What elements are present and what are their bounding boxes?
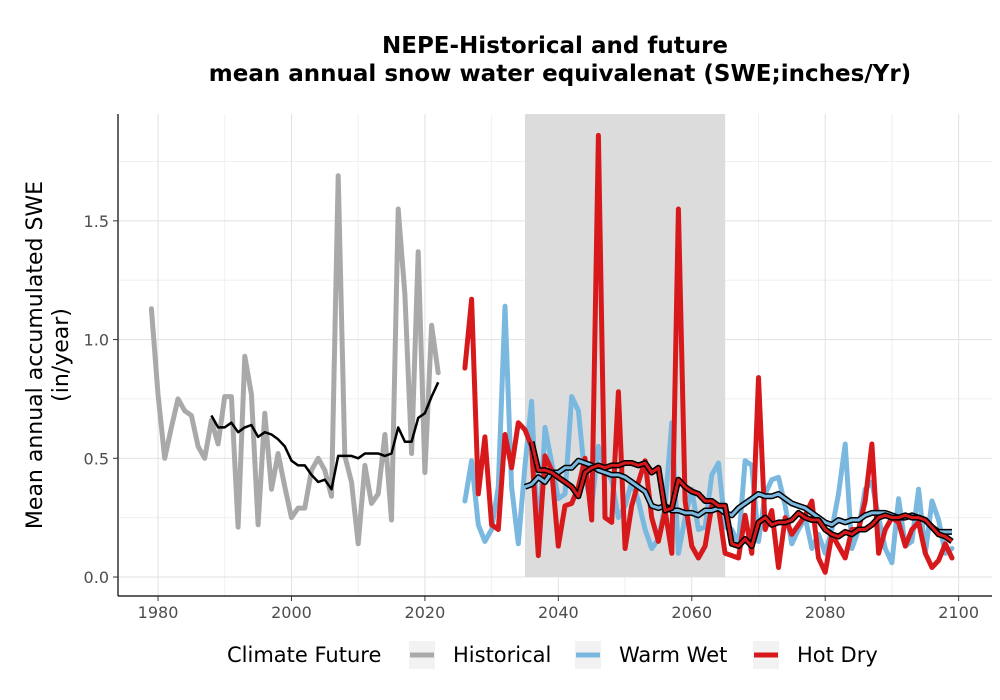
y-tick-label: 1.5	[84, 212, 109, 231]
chart-title-line-1: NEPE-Historical and future	[382, 33, 728, 59]
x-tick-label: 2040	[538, 603, 579, 622]
y-axis-label-line-2: (in/year)	[49, 308, 74, 402]
x-tick-label: 2000	[271, 603, 312, 622]
legend: Climate Future Historical Warm Wet Hot Dry	[227, 641, 878, 669]
x-tick-label: 1980	[138, 603, 179, 622]
x-tick-label: 2080	[805, 603, 846, 622]
smoothed-line-0	[210, 381, 440, 491]
series-line-0	[148, 173, 441, 547]
legend-title: Climate Future	[227, 643, 381, 667]
y-tick-label: 0.5	[84, 449, 109, 468]
x-tick-label: 2060	[671, 603, 712, 622]
legend-label-2: Hot Dry	[797, 643, 878, 667]
chart-title-line-2: mean annual snow water equivalenat (SWE;…	[209, 61, 911, 87]
x-tick-label: 2020	[405, 603, 446, 622]
smoothed-line-2	[530, 441, 953, 548]
y-tick-label: 0.0	[84, 568, 109, 587]
legend-label-1: Warm Wet	[619, 643, 727, 667]
y-tick-label: 1.0	[84, 331, 109, 350]
y-axis-label-line-1: Mean annual accumulated SWE	[23, 181, 48, 529]
legend-label-0: Historical	[453, 643, 551, 667]
plot-area: 1980 2000 2020 2040 2060 2080 2100 0.0 0.5 1.0 1.5	[84, 114, 992, 622]
series-line-2	[462, 132, 955, 575]
x-tick-label: 2100	[938, 603, 979, 622]
